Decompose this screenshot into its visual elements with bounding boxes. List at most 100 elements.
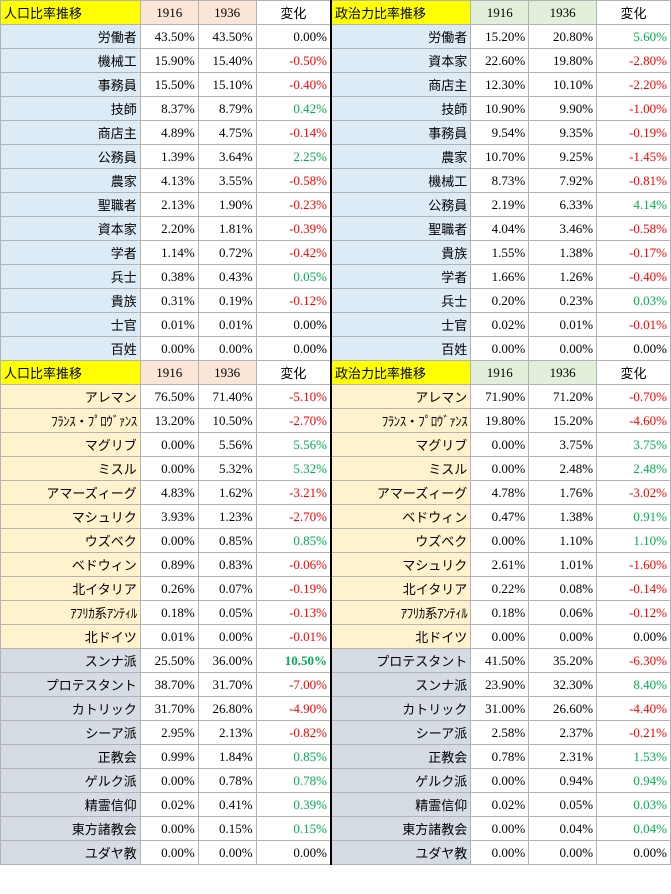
value-1916: 76.50% bbox=[139, 384, 199, 409]
change-value: 10.50% bbox=[255, 648, 332, 673]
value-1916: 3.93% bbox=[139, 504, 199, 529]
row-label: 正教会 bbox=[330, 744, 472, 769]
population-ratio-title: 人口比率推移 bbox=[0, 0, 141, 25]
table-row: 商店主 4.89% 4.75% -0.14% 事務員 9.54% 9.35% -0.19% bbox=[0, 120, 671, 145]
value-1916: 0.47% bbox=[470, 504, 530, 529]
change-value: -0.58% bbox=[596, 216, 671, 241]
change-value: -0.42% bbox=[255, 240, 332, 265]
table-row: 精霊信仰 0.02% 0.41% 0.39% 精霊信仰 0.02% 0.05% 0.03% bbox=[0, 792, 671, 817]
row-label: ミスル bbox=[0, 456, 141, 481]
table-row: マグリブ 0.00% 5.56% 5.56% マグリブ 0.00% 3.75% 3.75% bbox=[0, 432, 671, 457]
value-1936: 3.55% bbox=[197, 168, 257, 193]
change-value: -0.58% bbox=[255, 168, 332, 193]
political-power-title: 政治力比率推移 bbox=[330, 360, 472, 385]
value-1936: 26.80% bbox=[197, 696, 257, 721]
value-1916: 0.20% bbox=[470, 288, 530, 313]
value-1936: 0.01% bbox=[197, 312, 257, 337]
change-value: 0.03% bbox=[596, 792, 671, 817]
value-1936: 0.08% bbox=[528, 576, 598, 601]
value-1936: 19.80% bbox=[528, 48, 598, 73]
value-1936: 0.19% bbox=[197, 288, 257, 313]
change-value: -6.30% bbox=[596, 648, 671, 673]
row-label: ゲルク派 bbox=[0, 768, 141, 793]
value-1916: 10.70% bbox=[470, 144, 530, 169]
change-value: -0.06% bbox=[255, 552, 332, 577]
value-1936: 3.64% bbox=[197, 144, 257, 169]
value-1916: 0.99% bbox=[139, 744, 199, 769]
change-value: -0.81% bbox=[596, 168, 671, 193]
value-1936: 0.01% bbox=[528, 312, 598, 337]
change-value: -2.70% bbox=[255, 504, 332, 529]
row-label: マグリブ bbox=[0, 432, 141, 457]
row-label: 農家 bbox=[330, 144, 472, 169]
change-value: 0.00% bbox=[255, 840, 332, 865]
table-row: 技師 8.37% 8.79% 0.42% 技師 10.90% 9.90% -1.00% bbox=[0, 96, 671, 121]
value-1916: 0.00% bbox=[470, 816, 530, 841]
value-1936: 1.62% bbox=[197, 480, 257, 505]
table-row: 百姓 0.00% 0.00% 0.00% 百姓 0.00% 0.00% 0.00% bbox=[0, 336, 671, 361]
change-value: -0.23% bbox=[255, 192, 332, 217]
value-1936: 0.00% bbox=[528, 840, 598, 865]
value-1916: 4.78% bbox=[470, 480, 530, 505]
value-1916: 4.83% bbox=[139, 480, 199, 505]
value-1916: 0.00% bbox=[139, 528, 199, 553]
row-label: 百姓 bbox=[330, 336, 472, 361]
header-row: 人口比率推移 1916 1936 変化 政治力比率推移 1916 1936 変化 bbox=[0, 0, 671, 25]
row-label: 正教会 bbox=[0, 744, 141, 769]
value-1916: 0.00% bbox=[470, 840, 530, 865]
value-1916: 0.26% bbox=[139, 576, 199, 601]
table-row: 北イタリア 0.26% 0.07% -0.19% 北イタリア 0.22% 0.08% -0.1… bbox=[0, 576, 671, 601]
row-label: ウズベク bbox=[0, 528, 141, 553]
value-1936: 1.26% bbox=[528, 264, 598, 289]
value-1916: 0.78% bbox=[470, 744, 530, 769]
header-row: 人口比率推移 1916 1936 変化 政治力比率推移 1916 1936 変化 bbox=[0, 360, 671, 385]
value-1916: 4.13% bbox=[139, 168, 199, 193]
value-1936: 0.00% bbox=[528, 624, 598, 649]
change-value: -1.00% bbox=[596, 96, 671, 121]
row-label: ゲルク派 bbox=[330, 768, 472, 793]
value-1936: 1.23% bbox=[197, 504, 257, 529]
year-1916-header: 1916 bbox=[139, 360, 199, 385]
row-label: スンナ派 bbox=[0, 648, 141, 673]
value-1916: 0.31% bbox=[139, 288, 199, 313]
value-1936: 0.83% bbox=[197, 552, 257, 577]
value-1916: 0.00% bbox=[139, 840, 199, 865]
row-label: 資本家 bbox=[0, 216, 141, 241]
value-1916: 0.00% bbox=[470, 528, 530, 553]
table-row: カトリック 31.70% 26.80% -4.90% カトリック 31.00% 26.60%… bbox=[0, 696, 671, 721]
table-row: アレマン 76.50% 71.40% -5.10% アレマン 71.90% 71.20% -0… bbox=[0, 384, 671, 409]
value-1916: 2.61% bbox=[470, 552, 530, 577]
value-1936: 15.40% bbox=[197, 48, 257, 73]
value-1936: 0.05% bbox=[528, 792, 598, 817]
value-1916: 8.37% bbox=[139, 96, 199, 121]
row-label: 学者 bbox=[0, 240, 141, 265]
year-1936-header: 1936 bbox=[528, 0, 598, 25]
row-label: アマーズィーグ bbox=[330, 480, 472, 505]
row-label: 北ドイツ bbox=[0, 624, 141, 649]
value-1916: 0.00% bbox=[470, 624, 530, 649]
change-value: -0.12% bbox=[255, 288, 332, 313]
row-label: 聖職者 bbox=[0, 192, 141, 217]
change-value: -0.70% bbox=[596, 384, 671, 409]
value-1936: 6.33% bbox=[528, 192, 598, 217]
row-label: ﾌﾗﾝｽ・ﾌﾟﾛｳﾞｧﾝｽ bbox=[0, 408, 141, 433]
table-row: 聖職者 2.13% 1.90% -0.23% 公務員 2.19% 6.33% 4.14% bbox=[0, 192, 671, 217]
value-1916: 0.02% bbox=[139, 792, 199, 817]
value-1916: 10.90% bbox=[470, 96, 530, 121]
table-row: シーア派 2.95% 2.13% -0.82% シーア派 2.58% 2.37% -0.21% bbox=[0, 720, 671, 745]
change-value: -0.13% bbox=[255, 600, 332, 625]
value-1916: 0.00% bbox=[470, 336, 530, 361]
change-value: 0.42% bbox=[255, 96, 332, 121]
row-label: ｱﾌﾘｶ系ｱﾝﾃｨﾙ bbox=[0, 600, 141, 625]
value-1936: 0.23% bbox=[528, 288, 598, 313]
row-label: マグリブ bbox=[330, 432, 472, 457]
row-label: カトリック bbox=[330, 696, 472, 721]
row-label: プロテスタント bbox=[0, 672, 141, 697]
change-value: 0.15% bbox=[255, 816, 332, 841]
value-1916: 4.04% bbox=[470, 216, 530, 241]
table-row: ベドウィン 0.89% 0.83% -0.06% マシュリク 2.61% 1.01% -1.6… bbox=[0, 552, 671, 577]
row-label: スンナ派 bbox=[330, 672, 472, 697]
political-power-title: 政治力比率推移 bbox=[330, 0, 472, 25]
sheet-body: 人口比率推移 1916 1936 変化 政治力比率推移 1916 1936 変化 労働者 43.5… bbox=[0, 0, 671, 865]
year-1936-header: 1936 bbox=[197, 0, 257, 25]
